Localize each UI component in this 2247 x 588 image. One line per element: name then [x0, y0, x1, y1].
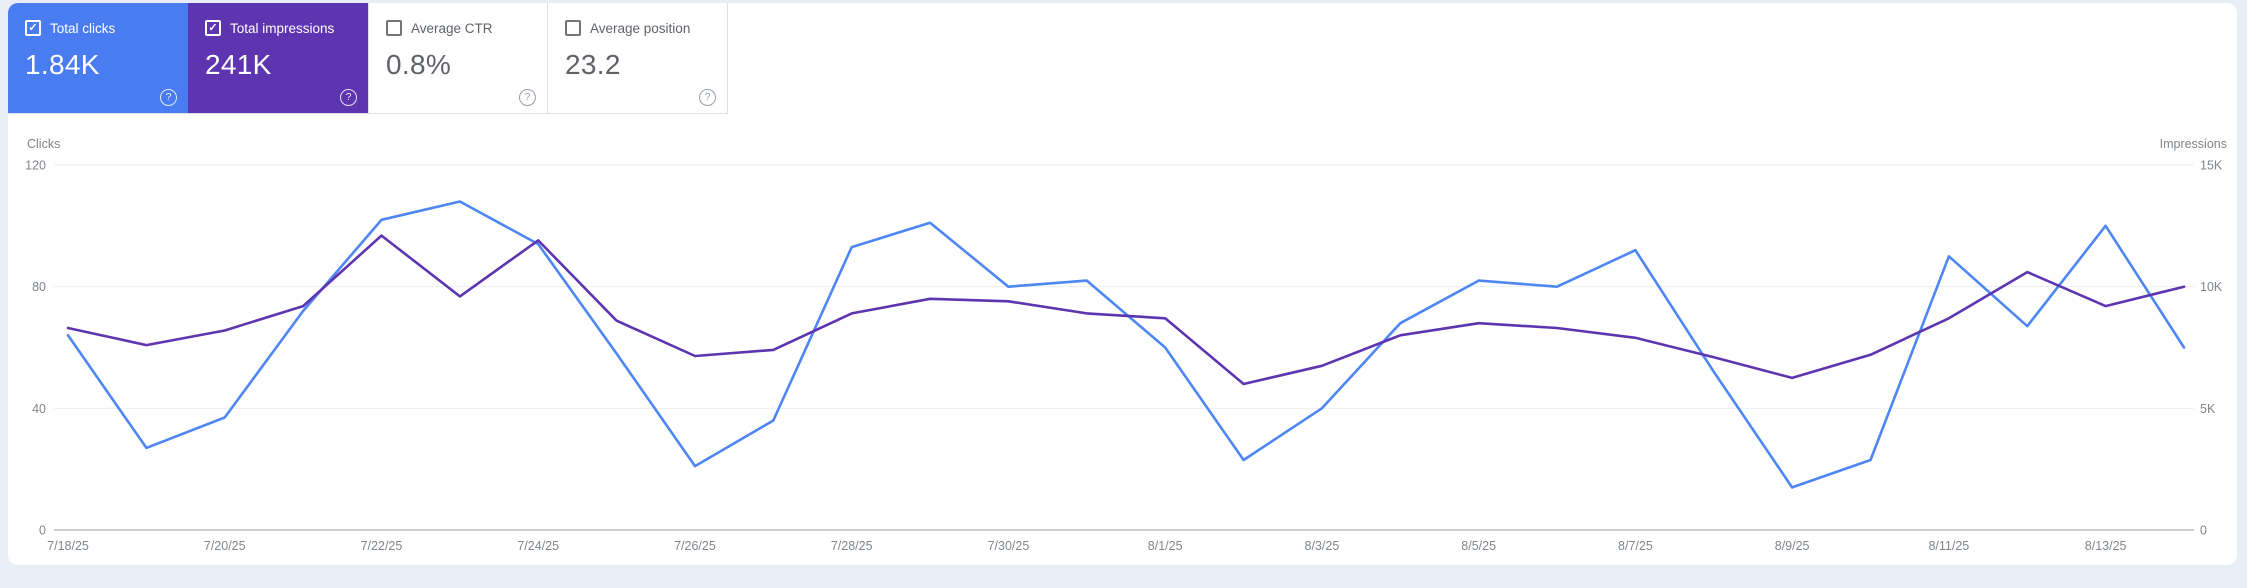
help-icon[interactable]: ?	[519, 89, 536, 106]
tile-value: 23.2	[565, 49, 621, 80]
help-icon[interactable]: ?	[340, 89, 357, 106]
x-axis-tick: 7/24/25	[517, 539, 559, 553]
right-axis-tick: 0	[2200, 524, 2207, 538]
x-axis-tick: 8/3/25	[1305, 539, 1340, 553]
tile-label: Total clicks	[50, 20, 116, 36]
left-axis-tick: 40	[32, 402, 46, 416]
x-axis-tick: 7/18/25	[47, 539, 89, 553]
tile-total-clicks[interactable]: ✓ Total clicks 1.84K ?	[8, 3, 188, 113]
tile-average-ctr-header: Average CTR	[369, 3, 547, 36]
x-axis-tick: 8/7/25	[1618, 539, 1653, 553]
x-axis-tick: 8/11/25	[1928, 539, 1969, 553]
checkbox-checked-icon[interactable]: ✓	[25, 20, 41, 36]
tile-average-ctr[interactable]: Average CTR 0.8% ?	[368, 3, 548, 113]
tile-average-position-header: Average position	[548, 3, 727, 36]
tile-value: 1.84K	[25, 49, 100, 80]
tile-total-clicks-header: ✓ Total clicks	[8, 3, 188, 36]
tile-label: Average position	[590, 20, 691, 36]
impressions-line	[66, 234, 2186, 386]
checkbox-unchecked-icon[interactable]	[386, 20, 402, 36]
clicks-line	[66, 200, 2186, 489]
x-axis-tick: 7/26/25	[674, 539, 716, 553]
help-icon[interactable]: ?	[160, 89, 177, 106]
performance-chart: 0 0 40 5K 80 10K 120 15K Clicks Impressions 7/18/2…	[25, 137, 2227, 553]
left-axis-tick: 0	[39, 524, 46, 538]
left-axis-tick: 120	[25, 159, 46, 173]
x-axis-tick: 7/28/25	[831, 539, 873, 553]
tile-label: Average CTR	[411, 20, 493, 36]
tile-total-impressions-header: ✓ Total impressions	[188, 3, 368, 36]
tile-label: Total impressions	[230, 20, 335, 36]
tile-average-position[interactable]: Average position 23.2 ?	[548, 3, 728, 113]
tile-total-impressions[interactable]: ✓ Total impressions 241K ?	[188, 3, 368, 113]
x-axis-tick: 7/22/25	[361, 539, 403, 553]
right-axis-tick: 15K	[2200, 159, 2223, 173]
tile-value: 0.8%	[386, 49, 452, 80]
left-axis-tick: 80	[32, 280, 46, 294]
x-axis-tick: 8/9/25	[1775, 539, 1810, 553]
right-axis-tick: 5K	[2200, 402, 2216, 416]
left-axis-title: Clicks	[27, 137, 60, 151]
performance-card: ✓ Total clicks 1.84K ? ✓ Total impressio…	[8, 3, 2237, 565]
x-axis-tick: 7/20/25	[204, 539, 246, 553]
checkbox-checked-icon[interactable]: ✓	[205, 20, 221, 36]
checkbox-unchecked-icon[interactable]	[565, 20, 581, 36]
right-axis-title: Impressions	[2160, 137, 2227, 151]
x-axis-tick: 8/13/25	[2085, 539, 2127, 553]
x-axis-tick: 7/30/25	[988, 539, 1030, 553]
tile-value: 241K	[205, 49, 272, 80]
right-axis-tick: 10K	[2200, 280, 2223, 294]
x-axis-tick: 8/1/25	[1148, 539, 1183, 553]
help-icon[interactable]: ?	[699, 89, 716, 106]
metric-tiles-row: ✓ Total clicks 1.84K ? ✓ Total impressio…	[8, 3, 728, 114]
x-axis-tick: 8/5/25	[1461, 539, 1496, 553]
